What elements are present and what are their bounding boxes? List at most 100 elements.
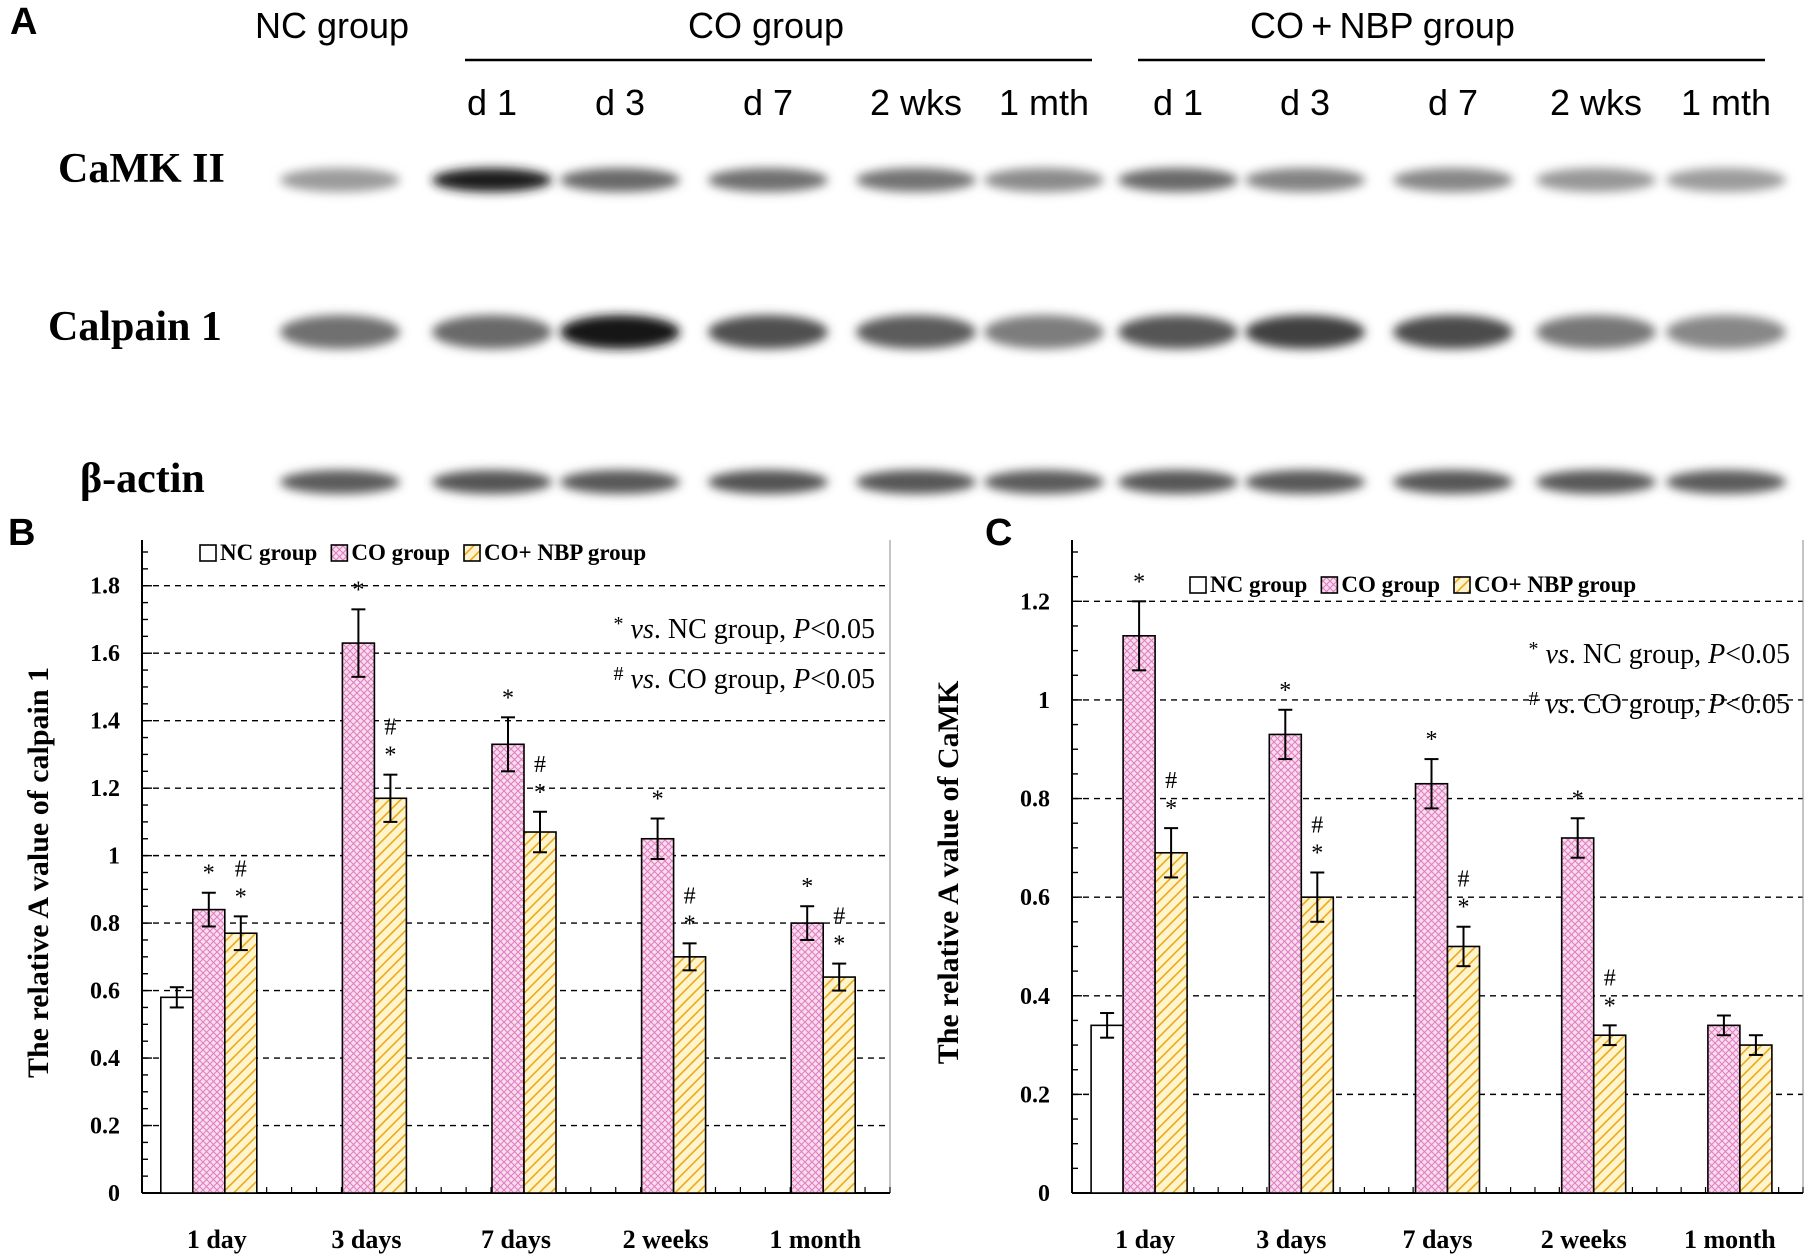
- chart-b-note-p: P: [792, 614, 810, 645]
- chart-c-ytick-label-0: 0: [1038, 1181, 1050, 1207]
- chart-b-ytick-label-1: 0.2: [90, 1114, 120, 1140]
- wb-band-actin-lane-3: [560, 470, 680, 494]
- wb-band-actin-lane-2: [432, 470, 552, 494]
- chart-c-sig-2-1-0: #: [1311, 813, 1323, 839]
- chart-c-sig-2-1-1: *: [1311, 841, 1323, 867]
- chart-b-note-1: # vs. CO group, P<0.05: [614, 663, 875, 695]
- chart-c-note-vs: vs: [1539, 639, 1569, 670]
- chart-calpain: 0 0.2 0.4 0.6 0.8 1 1.2 1.4 1.6 1.8 1 day 3 days 7 d…: [22, 540, 891, 1254]
- chart-c-bar-2-4: [1739, 1044, 1773, 1194]
- chart-b-sig-2-4-1: *: [833, 932, 845, 958]
- chart-b-sig-2-1-0: #: [384, 715, 396, 741]
- chart-b-ytick-label-9: 1.8: [90, 574, 120, 600]
- chart-b-bar-2-2: [523, 831, 557, 1194]
- chart-c-legend-swatch-1: [1320, 576, 1339, 594]
- chart-b-sig-1-3-0: *: [652, 787, 664, 813]
- chart-b-legend-swatch-0: [199, 544, 217, 562]
- chart-c-note-0: * vs. NC group, P<0.05: [1529, 638, 1790, 670]
- chart-b-sig-1-0-0: *: [203, 861, 215, 887]
- chart-b-note-threshold: <0.05: [810, 664, 875, 695]
- chart-b-bar-1-2: [491, 743, 525, 1194]
- chart-c-category-label-0: 1 day: [1115, 1225, 1175, 1254]
- wb-band-actin-lane-6: [984, 470, 1104, 494]
- chart-c-legend-label-0: NC group: [1210, 572, 1307, 597]
- chart-b-sig-2-3-0: #: [684, 883, 696, 909]
- chart-b-category-label-0: 1 day: [187, 1225, 247, 1254]
- chart-c-bar-1-1: [1268, 733, 1303, 1194]
- chart-b-sig-1-2-0: *: [502, 685, 514, 711]
- wb-band-calpain-lane-3: [560, 315, 680, 349]
- wb-band-calpain-lane-5: [856, 315, 976, 349]
- chart-c-bar-2-3: [1592, 1034, 1627, 1194]
- wb-band-calpain-lane-8: [1245, 315, 1365, 349]
- chart-c-bar-2-0: [1154, 851, 1188, 1194]
- chart-b-bar-1-1: [341, 642, 376, 1194]
- wb-band-camk-lane-6: [984, 168, 1104, 192]
- chart-b-bar-2-3: [672, 956, 707, 1194]
- chart-b-note-threshold: <0.05: [810, 614, 875, 645]
- wb-band-actin-lane-5: [856, 470, 976, 494]
- chart-b-note-symbol: #: [614, 663, 624, 685]
- wb-header-co: CO group: [688, 5, 844, 46]
- chart-b-ytick-label-3: 0.6: [90, 979, 120, 1005]
- wb-lane-co-d7: d 7: [743, 82, 793, 123]
- chart-b-ytick-label-6: 1.2: [90, 776, 120, 802]
- chart-b-note-p: P: [792, 664, 810, 695]
- wb-band-calpain-lane-6: [984, 315, 1104, 349]
- wb-band-camk-lane-4: [708, 168, 828, 192]
- wb-header-conbp: CO + NBP group: [1250, 5, 1515, 46]
- wb-band-actin-lane-9: [1393, 470, 1513, 494]
- chart-b-legend-swatch-2: [463, 544, 481, 562]
- chart-b-sig-1-4-0: *: [801, 874, 813, 900]
- chart-c-note-group: . CO group,: [1569, 689, 1708, 720]
- chart-c-category-label-1: 3 days: [1256, 1225, 1326, 1254]
- chart-b-ytick-label-0: 0: [108, 1181, 120, 1207]
- wb-band-camk-lane-5: [856, 168, 976, 192]
- wb-lane-conbp-d1: d 1: [1153, 82, 1203, 123]
- chart-b-legend-label-0: NC group: [220, 540, 317, 565]
- wb-band-camk-lane-7: [1118, 168, 1238, 192]
- wb-band-actin-lane-11: [1666, 470, 1786, 494]
- chart-b-sig-2-0-1: *: [235, 884, 247, 910]
- wb-band-camk-lane-10: [1536, 168, 1656, 192]
- chart-b-sig-2-3-1: *: [684, 911, 696, 937]
- chart-b-bar-1-3: [640, 837, 675, 1194]
- wb-band-actin-lane-1: [280, 470, 400, 494]
- chart-b-note-0: * vs. NC group, P<0.05: [614, 613, 875, 645]
- wb-lane-co-d1: d 1: [467, 82, 517, 123]
- wb-band-actin-lane-10: [1536, 470, 1656, 494]
- chart-b-note-group: . CO group,: [654, 664, 793, 695]
- wb-protein-calpain: Calpain 1: [48, 304, 222, 350]
- chart-c-sig-1-0-0: *: [1133, 569, 1145, 595]
- chart-b-note-vs: vs: [624, 664, 654, 695]
- chart-c-note-threshold: <0.05: [1725, 689, 1790, 720]
- chart-c-note-1: # vs. CO group, P<0.05: [1529, 688, 1790, 720]
- chart-b-category-label-1: 3 days: [331, 1225, 401, 1254]
- chart-c-ytick-label-6: 1.2: [1020, 589, 1050, 615]
- wb-band-calpain-lane-1: [280, 315, 400, 349]
- chart-c-category-label-3: 2 weeks: [1541, 1225, 1627, 1254]
- wb-protein-actin: β-actin: [80, 456, 205, 502]
- wb-band-actin-lane-4: [708, 470, 828, 494]
- chart-c-bar-1-0: [1122, 635, 1156, 1194]
- chart-c-ytick-label-5: 1: [1038, 688, 1050, 714]
- chart-c-bar-2-2: [1446, 945, 1481, 1194]
- chart-c-sig-2-3-0: #: [1604, 965, 1616, 991]
- wb-lane-conbp-1mth: 1 mth: [1681, 82, 1771, 123]
- chart-b-bar-2-0: [224, 932, 258, 1194]
- chart-c-note-symbol: #: [1529, 688, 1539, 710]
- chart-c-legend-label-2: CO+ NBP group: [1474, 572, 1636, 597]
- wb-lane-co-2wks: 2 wks: [870, 82, 962, 123]
- chart-b-bar-2-4: [822, 976, 857, 1194]
- chart-c-legend-swatch-0: [1189, 576, 1207, 594]
- chart-c-note-p: P: [1707, 689, 1725, 720]
- chart-c-sig-2-3-1: *: [1604, 993, 1616, 1019]
- panel-c-label: C: [985, 512, 1012, 554]
- chart-c-sig-1-1-0: *: [1279, 678, 1291, 704]
- chart-c-category-label-2: 7 days: [1402, 1225, 1472, 1254]
- wb-lane-conbp-2wks: 2 wks: [1550, 82, 1642, 123]
- chart-b-ytick-label-7: 1.4: [90, 709, 120, 735]
- wb-lane-labels: d 1 d 3 d 7 2 wks 1 mth d 1 d 3 d 7 2 wk…: [467, 82, 1771, 123]
- chart-b-note-group: . NC group,: [654, 614, 793, 645]
